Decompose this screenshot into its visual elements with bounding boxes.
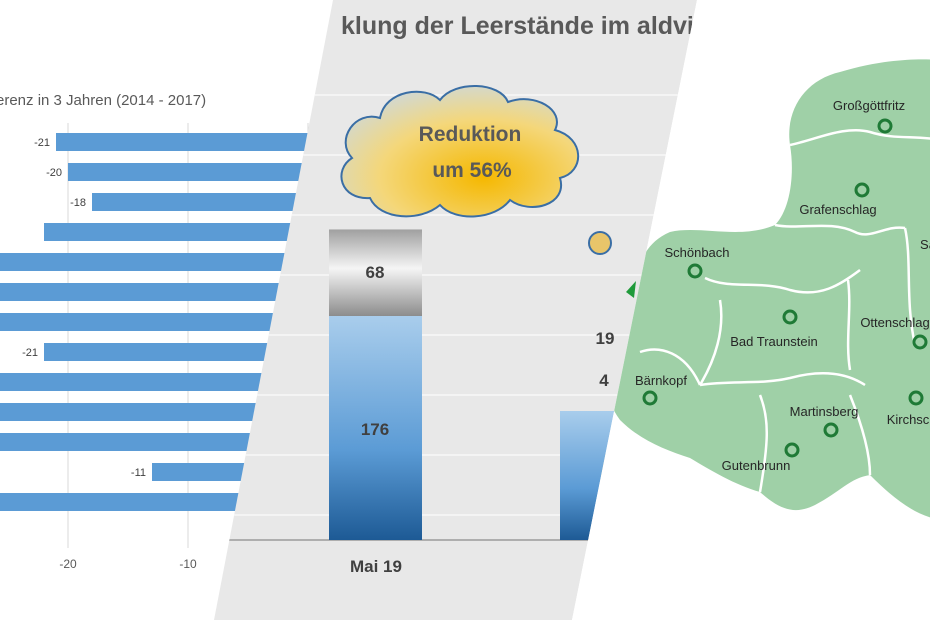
place-label: Großgöttfritz [833, 98, 905, 113]
segment-label: 68 [366, 263, 385, 282]
bar [0, 373, 293, 391]
place-label: Schönbach [664, 245, 729, 260]
bar [0, 253, 305, 271]
chart1-title: erenz in 3 Jahren (2014 - 2017) [0, 92, 206, 109]
xtick-label: -20 [59, 557, 77, 571]
place-label: Bad Traunstein [730, 334, 817, 349]
map-pointer-icon [626, 281, 636, 298]
chart2-title-text: klung der Leerstände im aldviertler Kern… [341, 12, 872, 40]
place-label: Kirchsc [887, 412, 930, 427]
cloud-text-line2: um 56% [432, 159, 512, 182]
bar [68, 163, 308, 181]
place-marker-icon [784, 442, 800, 458]
place-marker-icon [854, 182, 870, 198]
place-marker-icon [908, 390, 924, 406]
place-marker-icon [877, 118, 893, 134]
chart1-xticks: -20 -10 [59, 557, 197, 571]
bar [92, 193, 308, 211]
stacked-segment [329, 229, 422, 316]
place-label: Gutenbrunn [722, 458, 791, 473]
place-marker-icon [687, 263, 703, 279]
bar-value-label: -11 [131, 467, 146, 479]
place-label: Martinsberg [790, 404, 859, 419]
bar [0, 433, 287, 451]
map-places: Großgöttfritz Grafenschlag Schönbach Bad Tr… [635, 98, 930, 473]
segment-label: 4 [599, 371, 609, 390]
reduction-cloud: Reduktion um 56% [340, 85, 580, 218]
bar-value-label: -18 [70, 197, 86, 209]
map-region [605, 59, 930, 520]
bar [0, 283, 302, 301]
place-marker-icon [823, 422, 839, 438]
place-marker-icon [642, 390, 658, 406]
place-marker-icon [912, 334, 928, 350]
bar-value-label: -21 [34, 137, 50, 149]
xtick-label: -10 [179, 557, 197, 571]
chart2-category-label: Mai 19 [350, 557, 402, 576]
place-label: Ottenschlag [860, 315, 929, 330]
place-label: Grafenschlag [799, 202, 876, 217]
segment-label: 19 [596, 329, 615, 348]
bar [0, 493, 281, 511]
cloud-text-line1: Reduktion [419, 123, 522, 146]
bar [44, 223, 308, 241]
bar [44, 343, 296, 361]
bar-value-label: -20 [46, 167, 62, 179]
stacked-segment [329, 316, 422, 540]
bar [0, 403, 290, 421]
place-marker-icon [782, 309, 798, 325]
chart1-bars: -21 -20 -18 -21 -11 [0, 133, 308, 511]
place-label: Bärnkopf [635, 373, 687, 388]
chart2-title-line1: klung der Leerstände im aldviertler Kern… [341, 12, 872, 40]
bar [56, 133, 308, 151]
bar [0, 313, 299, 331]
cloud-bubble [588, 231, 612, 255]
map-borders [639, 128, 930, 493]
segment-label: 176 [361, 420, 389, 439]
bar-value-label: -21 [22, 347, 38, 359]
place-label: Sa [920, 237, 930, 252]
